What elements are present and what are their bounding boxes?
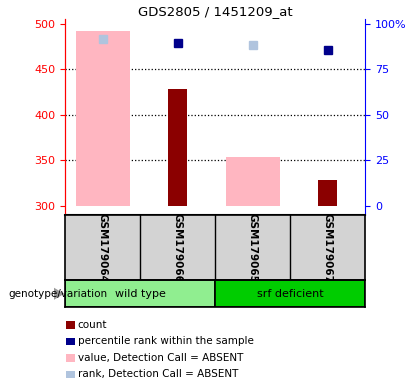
Text: GSM179064: GSM179064 — [97, 213, 108, 283]
Text: rank, Detection Call = ABSENT: rank, Detection Call = ABSENT — [78, 369, 238, 379]
Text: GSM179065: GSM179065 — [248, 213, 258, 283]
Text: GSM179066: GSM179066 — [173, 213, 183, 283]
Bar — [66, 321, 75, 329]
Text: value, Detection Call = ABSENT: value, Detection Call = ABSENT — [78, 353, 243, 363]
Text: genotype/variation: genotype/variation — [8, 289, 108, 299]
Bar — [65, 280, 215, 307]
Bar — [226, 157, 280, 206]
Text: count: count — [78, 320, 107, 330]
Bar — [66, 354, 75, 362]
Text: wild type: wild type — [115, 289, 165, 299]
Bar — [76, 31, 130, 206]
Bar — [318, 180, 337, 206]
Text: GSM179067: GSM179067 — [323, 213, 333, 283]
Bar — [168, 89, 187, 206]
Title: GDS2805 / 1451209_at: GDS2805 / 1451209_at — [138, 5, 293, 18]
Bar — [215, 280, 365, 307]
Text: srf deficient: srf deficient — [257, 289, 324, 299]
Text: percentile rank within the sample: percentile rank within the sample — [78, 336, 254, 346]
Bar — [66, 371, 75, 379]
Polygon shape — [54, 288, 64, 300]
Bar — [66, 338, 75, 346]
